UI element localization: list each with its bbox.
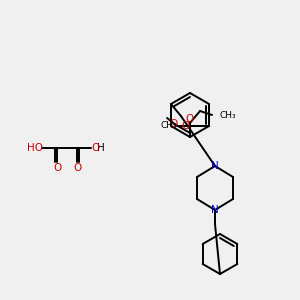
Text: HO: HO: [27, 143, 43, 153]
Text: H: H: [97, 143, 105, 153]
Text: CH₃: CH₃: [220, 110, 237, 119]
Text: N: N: [211, 205, 219, 215]
Text: N: N: [211, 161, 219, 171]
Text: O: O: [73, 163, 81, 173]
Text: O: O: [182, 121, 190, 131]
Text: O: O: [53, 163, 61, 173]
Text: O: O: [169, 119, 177, 129]
Text: O: O: [186, 114, 194, 124]
Text: O: O: [91, 143, 99, 153]
Text: CH₃: CH₃: [160, 122, 177, 130]
